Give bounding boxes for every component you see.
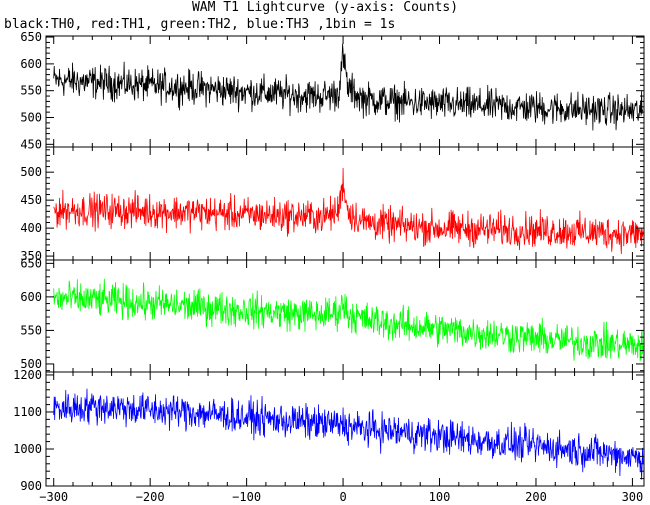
series-th3 <box>53 388 644 480</box>
x-tick-label: −200 <box>136 490 165 504</box>
chart-title: WAM T1 Lightcurve (y-axis: Counts) <box>191 0 459 15</box>
y-tick-label: 1200 <box>13 368 42 382</box>
y-tick-label: 650 <box>20 30 42 44</box>
x-tick-label: 200 <box>525 490 547 504</box>
y-tick-label: 650 <box>20 256 42 270</box>
series-th0 <box>53 43 644 131</box>
y-tick-label: 550 <box>20 84 42 98</box>
y-tick-label: 350 <box>20 249 42 263</box>
x-tick-label: 300 <box>622 490 644 504</box>
chart-subtitle: black:TH0, red:TH1, green:TH2, blue:TH3 … <box>4 17 396 32</box>
x-tick-label: −100 <box>232 490 261 504</box>
x-tick-label: 100 <box>429 490 451 504</box>
panel-frame-th2 <box>45 259 645 373</box>
y-tick-label: 500 <box>20 357 42 371</box>
x-tick-label: 0 <box>339 490 346 504</box>
y-tick-label: 550 <box>20 323 42 337</box>
y-tick-label: 1100 <box>13 405 42 419</box>
y-tick-label: 500 <box>20 111 42 125</box>
series-th1 <box>53 167 644 254</box>
panel-frame-th0 <box>45 35 645 148</box>
y-tick-label: 400 <box>20 221 42 235</box>
y-tick-label: 450 <box>20 137 42 151</box>
y-tick-label: 600 <box>20 57 42 71</box>
x-tick-label: −300 <box>39 490 68 504</box>
y-tick-label: 1000 <box>13 442 42 456</box>
y-tick-label: 450 <box>20 193 42 207</box>
y-tick-label: 900 <box>20 479 42 493</box>
series-th2 <box>53 278 644 362</box>
panel-frame-th3 <box>45 371 645 487</box>
y-tick-label: 500 <box>20 165 42 179</box>
y-tick-label: 600 <box>20 290 42 304</box>
